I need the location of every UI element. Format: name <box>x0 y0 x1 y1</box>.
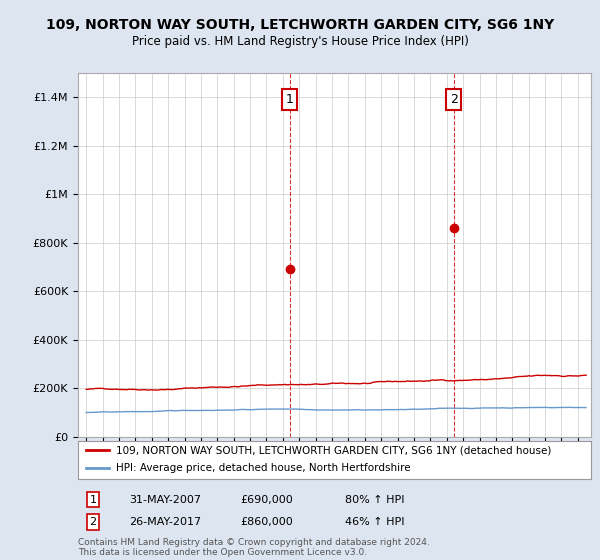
Text: 1: 1 <box>89 494 97 505</box>
Text: 109, NORTON WAY SOUTH, LETCHWORTH GARDEN CITY, SG6 1NY: 109, NORTON WAY SOUTH, LETCHWORTH GARDEN… <box>46 18 554 32</box>
Text: Contains HM Land Registry data © Crown copyright and database right 2024.
This d: Contains HM Land Registry data © Crown c… <box>78 538 430 557</box>
Text: 31-MAY-2007: 31-MAY-2007 <box>129 494 201 505</box>
Text: 46% ↑ HPI: 46% ↑ HPI <box>345 517 404 527</box>
Text: 2: 2 <box>89 517 97 527</box>
Text: 2: 2 <box>450 93 458 106</box>
Text: 109, NORTON WAY SOUTH, LETCHWORTH GARDEN CITY, SG6 1NY (detached house): 109, NORTON WAY SOUTH, LETCHWORTH GARDEN… <box>116 445 552 455</box>
Text: 80% ↑ HPI: 80% ↑ HPI <box>345 494 404 505</box>
Text: HPI: Average price, detached house, North Hertfordshire: HPI: Average price, detached house, Nort… <box>116 463 411 473</box>
Text: 26-MAY-2017: 26-MAY-2017 <box>129 517 201 527</box>
Text: Price paid vs. HM Land Registry's House Price Index (HPI): Price paid vs. HM Land Registry's House … <box>131 35 469 49</box>
Text: £860,000: £860,000 <box>240 517 293 527</box>
Text: 1: 1 <box>286 93 293 106</box>
Text: £690,000: £690,000 <box>240 494 293 505</box>
